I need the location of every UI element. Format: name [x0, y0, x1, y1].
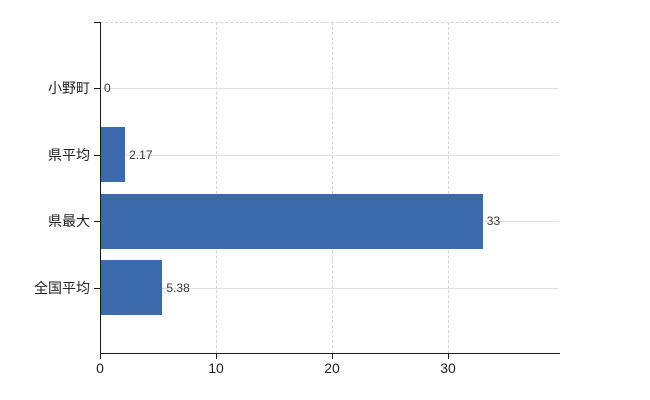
- horizontal-gridline: [100, 287, 559, 289]
- vertical-gridline: [332, 22, 333, 353]
- bar-value-label: 0: [104, 81, 111, 95]
- bar-value-label: 5.38: [166, 280, 190, 295]
- bar-value-label: 33: [486, 214, 501, 228]
- category-label: 小野町: [48, 80, 90, 96]
- x-axis-tick: [216, 354, 217, 359]
- horizontal-gridline: [100, 88, 559, 89]
- y-axis-tick: [94, 287, 100, 289]
- plot-top-border: [100, 22, 559, 23]
- bar-value-label: 2.17: [129, 147, 153, 162]
- vertical-gridline: [216, 22, 217, 353]
- y-axis-tick: [94, 221, 100, 222]
- y-axis-tick: [94, 22, 100, 23]
- x-axis-tick-label: 10: [208, 360, 224, 376]
- vertical-gridline: [448, 22, 449, 353]
- x-axis-tick: [332, 354, 333, 359]
- x-axis-tick-label: 0: [96, 360, 104, 376]
- bar: [101, 127, 126, 182]
- category-label: 全国平均: [34, 279, 90, 296]
- category-label: 県最大: [48, 213, 90, 229]
- x-axis-tick: [100, 354, 101, 359]
- x-axis-tick-label: 20: [324, 360, 340, 376]
- horizontal-gridline: [100, 154, 559, 156]
- y-axis-line: [100, 22, 101, 353]
- y-axis-tick: [94, 88, 100, 89]
- x-axis-line: [100, 353, 560, 354]
- bar: [101, 193, 483, 249]
- x-axis-tick-label: 30: [440, 360, 456, 376]
- x-axis-tick: [448, 354, 449, 359]
- y-axis-tick: [94, 154, 100, 156]
- category-label: 県平均: [48, 146, 90, 163]
- bar: [101, 260, 163, 315]
